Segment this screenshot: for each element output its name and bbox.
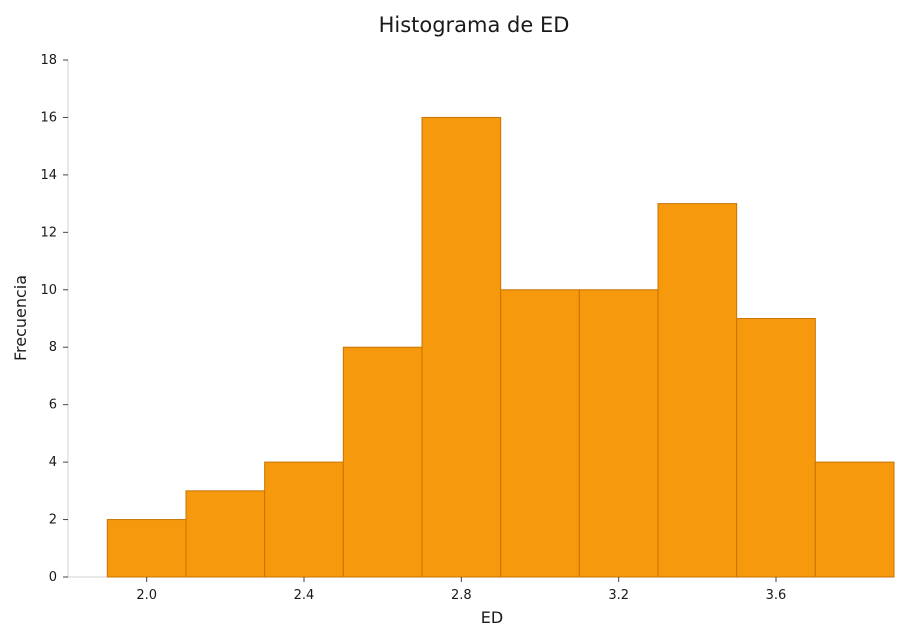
- y-axis: 0 2 4 6 8 10 12 14 16 18: [40, 53, 68, 585]
- y-axis-label: Frecuencia: [11, 275, 30, 361]
- histogram-bar: [500, 289, 580, 578]
- histogram-bar: [342, 346, 423, 578]
- y-tick-label: 16: [40, 110, 57, 125]
- y-tick-label: 4: [49, 455, 57, 470]
- x-tick-label: 3.2: [608, 588, 629, 603]
- bars-group: [106, 116, 895, 578]
- histogram-bar: [185, 490, 266, 578]
- y-tick-label: 18: [40, 53, 57, 68]
- x-axis-label: ED: [481, 608, 503, 627]
- histogram-bar: [736, 318, 816, 578]
- y-tick-label: 14: [40, 168, 57, 183]
- histogram-bar: [421, 116, 502, 578]
- x-tick-label: 3.6: [766, 588, 787, 603]
- x-axis: 2.0 2.4 2.8 3.2 3.6: [136, 577, 786, 603]
- histogram-bar: [657, 203, 738, 578]
- y-tick-label: 10: [40, 283, 57, 298]
- x-tick-label: 2.0: [136, 588, 157, 603]
- histogram-bar: [578, 289, 659, 578]
- histogram-bar: [264, 461, 344, 578]
- y-tick-label: 2: [49, 513, 57, 528]
- x-tick-label: 2.8: [451, 588, 472, 603]
- histogram-bar: [106, 519, 187, 578]
- histogram-bar: [814, 461, 895, 578]
- y-tick-label: 6: [49, 398, 57, 413]
- y-tick-label: 0: [49, 570, 57, 585]
- y-tick-label: 8: [49, 340, 57, 355]
- chart-title: Histograma de ED: [379, 13, 570, 37]
- y-tick-label: 12: [40, 225, 57, 240]
- x-tick-label: 2.4: [294, 588, 315, 603]
